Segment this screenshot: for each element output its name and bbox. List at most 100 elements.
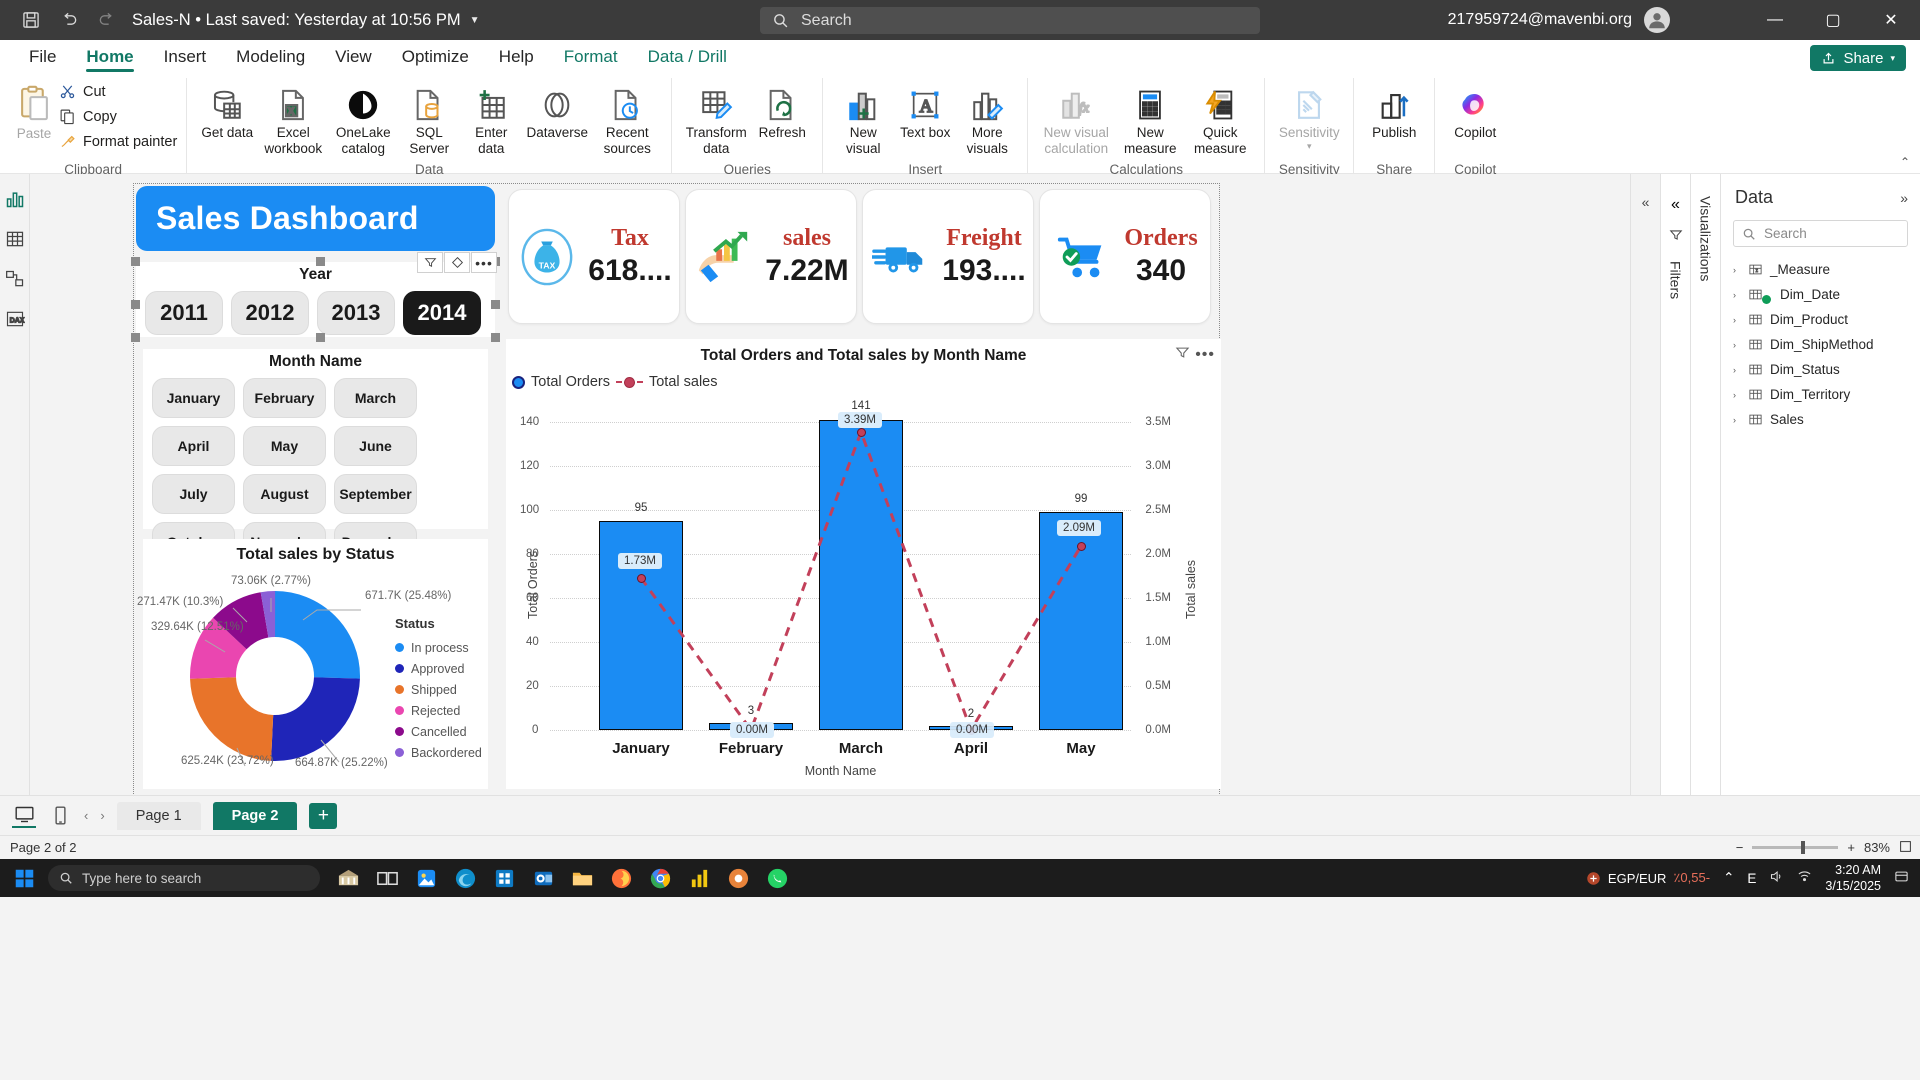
- powerbi-app-icon[interactable]: [687, 866, 711, 890]
- tab-insert[interactable]: Insert: [163, 47, 207, 66]
- zoom-in-button[interactable]: +: [1847, 840, 1855, 855]
- month-chip-june[interactable]: June: [334, 426, 417, 466]
- marker-may[interactable]: [1077, 542, 1086, 551]
- legend-item-in-process[interactable]: In process: [395, 637, 482, 658]
- combo-chart-card[interactable]: Total Orders and Total sales by Month Na…: [506, 339, 1221, 789]
- edge-browser-icon[interactable]: [453, 866, 477, 890]
- museum-app-icon[interactable]: [336, 866, 360, 890]
- field-item-dim-product[interactable]: › Dim_Product: [1721, 307, 1920, 332]
- task-view-icon[interactable]: [375, 866, 399, 890]
- recent-sources-button[interactable]: Recent sources: [592, 78, 662, 156]
- notifications-icon[interactable]: [1894, 869, 1909, 887]
- month-chip-april[interactable]: April: [152, 426, 235, 466]
- year-chip-2013[interactable]: 2013: [317, 291, 395, 335]
- legend-item-cancelled[interactable]: Cancelled: [395, 721, 482, 742]
- chevron-right-icon[interactable]: ›: [1733, 414, 1736, 425]
- year-slicer[interactable]: Year 2011 2012 2013 2014: [131, 257, 500, 342]
- tab-file[interactable]: File: [29, 47, 57, 66]
- prev-page-button[interactable]: ‹: [84, 808, 89, 823]
- tab-optimize[interactable]: Optimize: [401, 47, 469, 66]
- month-chip-july[interactable]: July: [152, 474, 235, 514]
- visualizations-pane-collapsed[interactable]: Visualizations: [1690, 174, 1720, 795]
- format-painter-button[interactable]: Format painter: [59, 131, 177, 152]
- undo-icon[interactable]: [58, 9, 80, 31]
- chevron-right-icon[interactable]: ›: [1733, 314, 1736, 325]
- tab-modeling[interactable]: Modeling: [236, 47, 306, 66]
- show-hidden-icons-icon[interactable]: ⌃: [1723, 870, 1735, 885]
- next-page-button[interactable]: ›: [100, 808, 105, 823]
- more-options-icon[interactable]: •••: [471, 252, 497, 273]
- year-chip-2012[interactable]: 2012: [231, 291, 309, 335]
- quick-measure-button[interactable]: Quick measure: [1185, 78, 1255, 156]
- month-name-slicer[interactable]: Month Name January February March April …: [143, 349, 488, 562]
- month-chip-september[interactable]: September: [334, 474, 417, 514]
- donut-chart-card[interactable]: Total sales by Status: [137, 539, 488, 789]
- text-box-button[interactable]: A Text box: [894, 78, 956, 141]
- close-button[interactable]: ✕: [1884, 12, 1898, 29]
- firefox-browser-icon[interactable]: [609, 866, 633, 890]
- start-button[interactable]: [0, 868, 48, 889]
- month-chip-march[interactable]: March: [334, 378, 417, 418]
- report-view-icon[interactable]: [4, 188, 26, 210]
- sql-server-button[interactable]: SQL Server: [398, 78, 460, 156]
- tab-format[interactable]: Format: [548, 40, 633, 73]
- microsoft-store-icon[interactable]: [492, 866, 516, 890]
- collapse-filters-icon[interactable]: «: [1641, 194, 1650, 210]
- chevron-right-icon[interactable]: ›: [1733, 289, 1736, 300]
- tab-home[interactable]: Home: [71, 40, 148, 73]
- data-pane-search[interactable]: Search: [1733, 220, 1908, 247]
- chevron-right-icon[interactable]: ›: [1733, 364, 1736, 375]
- kpi-card-freight[interactable]: Freight 193....: [862, 189, 1034, 324]
- kpi-card-tax[interactable]: TAX Tax 618....: [508, 189, 680, 324]
- kpi-card-orders[interactable]: Orders 340: [1039, 189, 1211, 324]
- excel-workbook-button[interactable]: X Excel workbook: [258, 78, 328, 156]
- month-chip-february[interactable]: February: [243, 378, 326, 418]
- tab-view[interactable]: View: [335, 47, 372, 66]
- taskbar-search[interactable]: Type here to search: [48, 865, 320, 891]
- document-menu-caret[interactable]: ▼: [469, 14, 480, 26]
- field-item-dim-territory[interactable]: › Dim_Territory: [1721, 382, 1920, 407]
- chevron-right-icon[interactable]: ›: [1733, 264, 1736, 275]
- legend-item-approved[interactable]: Approved: [395, 658, 482, 679]
- legend-item-rejected[interactable]: Rejected: [395, 700, 482, 721]
- field-item-dim-date[interactable]: › Dim_Date: [1721, 282, 1920, 307]
- tab-help[interactable]: Help: [498, 47, 534, 66]
- field-item-dim-status[interactable]: › Dim_Status: [1721, 357, 1920, 382]
- keyboard-layout-indicator[interactable]: E: [1747, 870, 1757, 886]
- month-chip-january[interactable]: January: [152, 378, 235, 418]
- transform-data-button[interactable]: Transform data: [681, 78, 751, 156]
- publish-button[interactable]: Publish: [1363, 78, 1425, 141]
- chrome-browser-icon[interactable]: [648, 866, 672, 890]
- mobile-layout-icon[interactable]: [48, 804, 72, 828]
- whatsapp-app-icon[interactable]: [765, 866, 789, 890]
- avatar[interactable]: [1644, 7, 1670, 33]
- filter-icon[interactable]: [1669, 228, 1683, 247]
- field-item-dim-shipmethod[interactable]: › Dim_ShipMethod: [1721, 332, 1920, 357]
- clear-filter-icon[interactable]: [444, 252, 470, 273]
- fit-to-page-icon[interactable]: [1899, 840, 1912, 856]
- filter-icon[interactable]: [1175, 345, 1190, 365]
- year-chip-2014[interactable]: 2014: [403, 291, 481, 335]
- file-explorer-icon[interactable]: [570, 866, 594, 890]
- desktop-layout-icon[interactable]: [12, 804, 36, 828]
- outlook-app-icon[interactable]: [531, 866, 555, 890]
- onelake-catalog-button[interactable]: OneLake catalog: [328, 78, 398, 156]
- month-chip-august[interactable]: August: [243, 474, 326, 514]
- zoom-slider[interactable]: [1752, 841, 1839, 854]
- bar-march[interactable]: [819, 420, 903, 730]
- minimize-button[interactable]: —: [1767, 11, 1783, 28]
- page-tab-page-1[interactable]: Page 1: [116, 801, 201, 830]
- legend-item-backordered[interactable]: Backordered: [395, 742, 482, 763]
- share-button[interactable]: Share ▾: [1810, 45, 1906, 71]
- donut-chart-plot[interactable]: 671.7K (25.48%) 73.06K (2.77%) 271.47K (…: [137, 564, 488, 779]
- maximize-button[interactable]: ▢: [1825, 12, 1841, 29]
- zoom-out-button[interactable]: −: [1735, 840, 1744, 855]
- add-page-button[interactable]: +: [309, 802, 338, 829]
- copy-button[interactable]: Copy: [59, 106, 177, 127]
- get-data-button[interactable]: Get data: [196, 78, 258, 141]
- chevron-right-icon[interactable]: ›: [1733, 339, 1736, 350]
- legend-label-total-sales[interactable]: Total sales: [648, 374, 718, 390]
- combo-chart-plot[interactable]: Total Orders Total sales 140 120 100 80 …: [506, 392, 1221, 782]
- chevron-right-icon[interactable]: ›: [1733, 389, 1736, 400]
- exchange-rate-widget[interactable]: EGP/EUR ٪0,55-: [1586, 870, 1710, 886]
